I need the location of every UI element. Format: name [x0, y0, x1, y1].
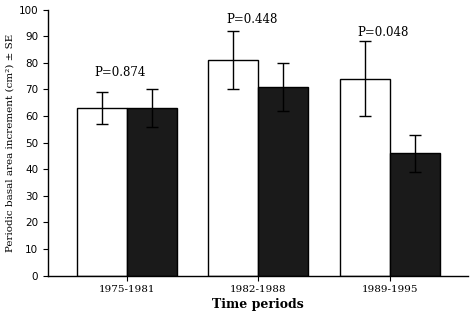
- X-axis label: Time periods: Time periods: [212, 298, 304, 311]
- Bar: [77, 108, 127, 275]
- Text: P=0.874: P=0.874: [95, 66, 146, 79]
- Bar: [127, 108, 177, 275]
- Bar: [390, 153, 439, 275]
- Text: P=0.448: P=0.448: [226, 13, 277, 26]
- Bar: [209, 60, 258, 275]
- Y-axis label: Periodic basal area increment (cm²) ± SE: Periodic basal area increment (cm²) ± SE: [6, 33, 15, 252]
- Bar: [258, 87, 308, 275]
- Bar: [340, 79, 390, 275]
- Text: P=0.048: P=0.048: [357, 26, 409, 39]
